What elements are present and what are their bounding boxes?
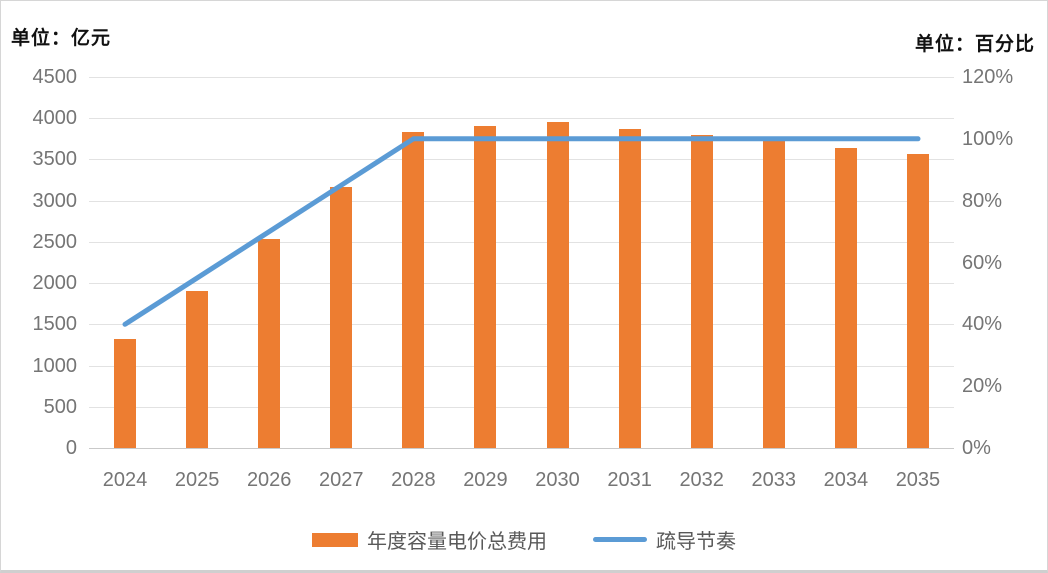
x-axis-tick-2035: 2035 [895,469,941,491]
gridline [89,159,954,160]
left-axis-tick: 2500 [32,231,78,253]
right-axis-tick: 80% [962,190,1003,212]
bar-2025 [186,290,209,448]
right-axis-title: 单位：百分比 [914,34,1035,55]
x-axis-tick-2026: 2026 [246,469,292,491]
x-axis-tick-2032: 2032 [679,469,724,491]
right-axis-tick: 0% [962,437,991,459]
gridline [89,242,954,243]
right-axis-tick: 60% [962,252,1003,274]
gridline [89,283,954,284]
right-axis-tick: 40% [962,313,1003,335]
gridline [89,324,954,325]
x-axis-tick-2034: 2034 [823,469,869,491]
bar-2029 [474,125,497,448]
left-axis-tick: 4000 [32,107,78,129]
plot-area [89,77,954,449]
gridline [89,77,954,78]
bar-2026 [258,238,281,448]
gridline [89,448,954,449]
bar-2034 [834,147,857,448]
line-series-swatch-icon [593,537,647,542]
bar-series-swatch-icon [312,532,358,547]
legend-item-bar-series: 年度容量电价总费用 [312,525,547,554]
x-axis-tick-2028: 2028 [391,469,436,491]
right-axis-tick: 120% [962,66,1014,88]
left-axis-tick: 1000 [32,355,78,377]
bar-series-label: 年度容量电价总费用 [367,531,547,553]
bar-2031 [618,128,641,448]
bar-2032 [690,134,713,448]
line-path [122,136,921,327]
legend-item-line-series: 疏导节奏 [593,525,736,554]
right-axis-tick-labels: 120% 100% 80% 60% 40% 20% 0% [962,67,1042,458]
right-axis-tick: 20% [962,375,1003,397]
x-axis-tick-2033: 2033 [751,469,797,491]
left-axis-tick: 3500 [32,148,78,170]
line-series [122,136,921,327]
x-axis-tick-2031: 2031 [607,469,652,491]
left-axis-tick: 1500 [32,313,78,335]
left-axis-tick: 0 [65,437,77,459]
left-axis-tick: 3000 [32,190,78,212]
bar-2035 [906,153,929,448]
left-axis-tick: 500 [43,396,77,418]
bar-2024 [114,339,137,448]
left-axis-tick: 2000 [32,272,78,294]
line-series-label: 疏导节奏 [656,531,736,553]
x-axis-labels: 2024 2025 2026 2027 2028 2029 2030 2031 2032 2033… [89,469,954,499]
x-axis-tick-2029: 2029 [463,469,508,491]
left-axis-tick: 4500 [32,66,78,88]
bar-2027 [330,186,353,448]
bar-2033 [762,140,785,448]
right-axis-tick: 100% [962,128,1014,150]
left-axis-tick-labels: 4500 4000 3500 3000 2500 2000 1500 1000 500 0 [1,67,78,458]
bar-2030 [546,121,569,448]
legend: 年度容量电价总费用 疏导节奏 [1,525,1047,554]
gridline [89,118,954,119]
gridline [89,407,954,408]
x-axis-tick-2030: 2030 [535,469,580,491]
left-axis-title: 单位：亿元 [11,28,112,49]
x-axis-tick-2024: 2024 [102,469,148,491]
gridline [89,366,954,367]
bar-2028 [402,132,425,448]
gridline [89,201,954,202]
x-axis-tick-2027: 2027 [319,469,364,491]
x-axis-tick-2025: 2025 [174,469,220,491]
